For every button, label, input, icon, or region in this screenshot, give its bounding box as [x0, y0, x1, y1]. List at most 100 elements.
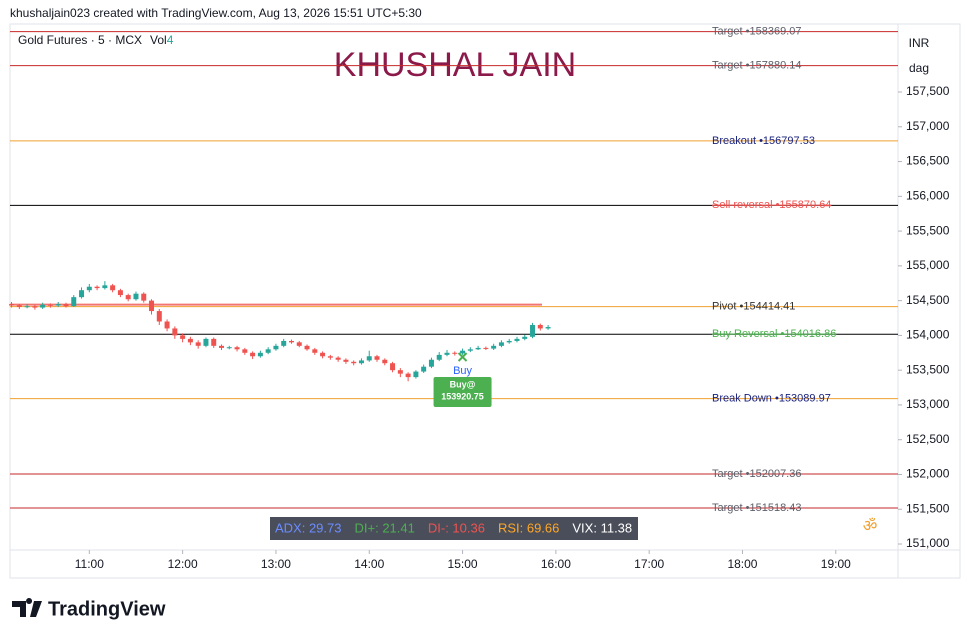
- chart-frame: [9, 23, 961, 579]
- candle-body: [180, 335, 186, 339]
- y-tick-label: 153,500: [906, 362, 950, 376]
- symbol: Gold Futures · 5 · MCX: [18, 33, 142, 47]
- candle-body: [374, 356, 380, 360]
- y-tick-label: 155,500: [906, 223, 950, 237]
- candle-body: [366, 356, 372, 361]
- candle-body: [382, 359, 388, 364]
- candle-body: [133, 293, 139, 300]
- candle-body: [452, 352, 458, 354]
- volume-value: 4: [167, 33, 174, 47]
- candle-body: [273, 345, 279, 350]
- y-tick-label: 157,000: [906, 119, 950, 133]
- candle-body: [390, 363, 396, 371]
- level-label: Break Down •153089.97: [712, 393, 831, 405]
- candle-body: [94, 286, 100, 289]
- candle-body: [141, 293, 147, 301]
- unit: dag: [909, 61, 929, 75]
- candle-body: [211, 338, 217, 346]
- candle-body: [428, 359, 434, 367]
- y-tick-label: 152,000: [906, 467, 950, 481]
- symbol-mark: ॐ: [863, 517, 878, 535]
- candle-body: [250, 352, 256, 357]
- x-tick-label: 15:00: [448, 557, 478, 571]
- candle-body: [265, 349, 271, 353]
- candle-body: [195, 342, 201, 346]
- candle-body: [514, 338, 520, 341]
- candle-body: [296, 342, 302, 346]
- logo-icon: [12, 598, 42, 617]
- candle-body: [320, 352, 326, 357]
- candle-body: [226, 347, 232, 349]
- candle-body: [475, 347, 481, 350]
- candle-body: [55, 304, 61, 306]
- level-label: Target •151518.43: [712, 502, 801, 514]
- watermark: KHUSHAL JAIN: [334, 46, 576, 84]
- y-tick-label: 155,000: [906, 258, 950, 272]
- currency: INR: [909, 36, 930, 50]
- y-tick-label: 151,000: [906, 536, 950, 550]
- signal-box: [433, 377, 492, 407]
- x-tick-label: 16:00: [541, 557, 571, 571]
- level-label: Breakout •156797.53: [712, 135, 815, 147]
- candle-body: [164, 321, 170, 329]
- candle-body: [358, 360, 364, 364]
- candle-body: [63, 304, 69, 307]
- indicator: ADX: 29.73: [275, 520, 342, 535]
- candle-body: [234, 347, 240, 350]
- candle-body: [351, 361, 357, 364]
- candle-body: [304, 345, 310, 350]
- candle-body: [117, 290, 123, 296]
- signal-marker: [457, 352, 468, 362]
- candle-body: [79, 290, 85, 298]
- level-label: Target •152007.36: [712, 468, 801, 480]
- candle-body: [47, 304, 53, 306]
- level-label: Sell reversal •155870.64: [712, 199, 831, 211]
- x-tick-label: 14:00: [354, 557, 384, 571]
- candle-body: [203, 338, 209, 346]
- candle-body: [522, 336, 528, 339]
- candle-body: [460, 350, 466, 354]
- candle-body: [545, 327, 551, 329]
- candle-body: [242, 349, 248, 353]
- header: khushaljain023 created with TradingView.…: [10, 6, 422, 20]
- x-tick-label: 13:00: [261, 557, 291, 571]
- candle-body: [413, 371, 419, 378]
- candle-body: [327, 356, 333, 358]
- x-tick-label: 12:00: [168, 557, 198, 571]
- candle-body: [40, 304, 46, 308]
- indicator: VIX: 11.38: [572, 520, 632, 535]
- volume-label: Vol: [150, 33, 167, 47]
- candle-body: [537, 324, 543, 329]
- x-tick-label: 18:00: [727, 557, 757, 571]
- y-tick-label: 157,500: [906, 84, 950, 98]
- y-tick-label: 151,500: [906, 501, 950, 515]
- candle-body: [32, 306, 38, 308]
- x-tick-label: 11:00: [75, 557, 104, 571]
- logo: TradingView: [12, 598, 166, 620]
- indicator: RSI: 69.66: [498, 520, 559, 535]
- y-tick-label: 152,500: [906, 432, 950, 446]
- candle-body: [491, 345, 497, 349]
- candle-body: [102, 285, 108, 289]
- candle-body: [149, 300, 155, 312]
- candle-body: [444, 352, 450, 355]
- candle-body: [257, 352, 263, 357]
- signal-price: 153920.75: [441, 391, 484, 401]
- candle-body: [125, 295, 131, 300]
- candle-body: [172, 328, 178, 336]
- candle-body: [86, 286, 92, 291]
- logo-text: TradingView: [48, 598, 166, 620]
- candle-body: [288, 340, 294, 343]
- candle-body: [156, 311, 162, 322]
- candle-body: [110, 285, 116, 291]
- candle-body: [281, 340, 287, 346]
- x-tick-label: 17:00: [634, 557, 664, 571]
- candle-body: [71, 297, 77, 307]
- candle-body: [219, 345, 225, 348]
- candle-body: [506, 340, 512, 343]
- candle-body: [530, 324, 536, 337]
- candle-body: [498, 342, 504, 346]
- y-tick-label: 153,000: [906, 397, 950, 411]
- candle-body: [335, 357, 341, 360]
